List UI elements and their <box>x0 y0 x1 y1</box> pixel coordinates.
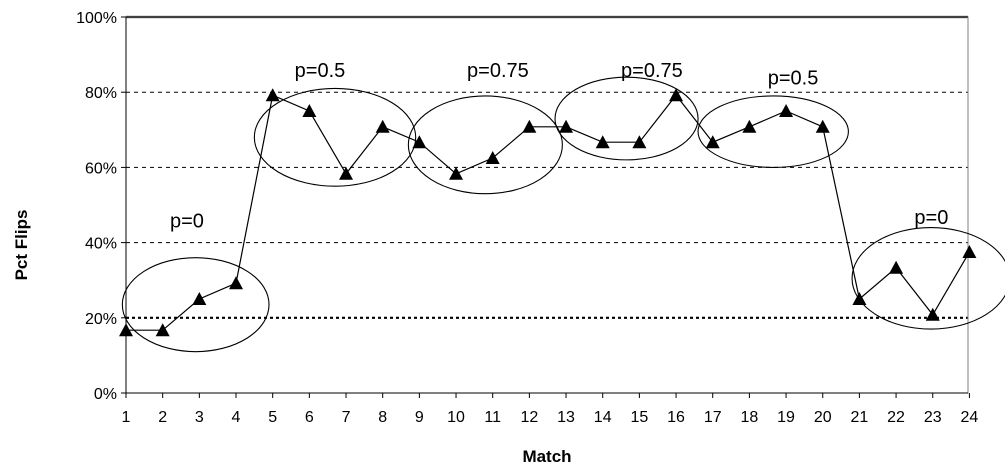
annotation-ellipses <box>121 76 1005 353</box>
data-point-marker <box>302 104 317 117</box>
group-label-6: p=0 <box>914 207 948 229</box>
group-label-5: p=0.5 <box>768 68 819 90</box>
plot-area-frame <box>125 16 969 394</box>
data-point-marker <box>925 307 940 321</box>
x-tick-label: 18 <box>740 409 758 426</box>
x-tick-label: 21 <box>851 409 869 426</box>
data-point-marker <box>669 88 684 102</box>
x-tick-label: 3 <box>195 409 204 426</box>
group-ellipse-2 <box>253 87 417 187</box>
data-point-marker <box>192 292 207 305</box>
x-tick-label: 13 <box>557 409 575 426</box>
data-point-marker <box>559 119 574 133</box>
group-ellipse-5 <box>697 95 849 168</box>
data-point-marker <box>449 166 464 180</box>
y-tick-label: 20% <box>85 311 117 328</box>
y-axis-title: Pct Flips <box>12 210 31 281</box>
data-point-marker <box>155 323 170 337</box>
gridlines <box>126 15 968 319</box>
data-point-marker <box>229 276 244 290</box>
x-tick-label: 14 <box>594 409 612 426</box>
series <box>119 88 977 337</box>
data-point-marker <box>412 135 427 149</box>
data-point-marker <box>742 119 757 133</box>
y-tick-label: 40% <box>85 236 117 253</box>
x-tick-label: 2 <box>158 409 167 426</box>
y-tick-label: 100% <box>76 10 117 27</box>
x-tick-label: 15 <box>630 409 648 426</box>
data-point-marker <box>962 245 977 258</box>
data-point-marker <box>119 323 133 337</box>
x-axis-title: Match <box>522 447 571 466</box>
x-tick-label: 6 <box>305 409 314 426</box>
x-tick-label: 20 <box>814 409 832 426</box>
data-point-marker <box>595 135 610 149</box>
x-tick-label: 17 <box>704 409 722 426</box>
data-point-marker <box>522 119 537 133</box>
x-tick-label: 9 <box>415 409 424 426</box>
series-line <box>126 94 970 331</box>
axes: 0%20%40%60%80%100%1 2 3 4 5 6 7 8 9 10 11 12 13 14 15 1… <box>76 10 978 426</box>
x-tick-label: 16 <box>667 409 685 426</box>
group-label-4: p=0.75 <box>621 60 683 82</box>
x-tick-label: 4 <box>232 409 241 426</box>
x-tick-label: 1 <box>122 409 131 426</box>
data-point-marker <box>265 88 280 102</box>
group-ellipse-6 <box>851 227 1005 330</box>
y-tick-label: 0% <box>94 386 117 403</box>
data-point-marker <box>705 135 720 149</box>
group-ellipse-4 <box>554 76 699 161</box>
x-tick-label: 12 <box>520 409 538 426</box>
y-tick-label: 80% <box>85 85 117 102</box>
x-tick-label: 23 <box>924 409 942 426</box>
group-label-2: p=0.5 <box>295 60 346 82</box>
group-ellipse-1 <box>121 257 270 353</box>
x-tick-label: 11 <box>484 409 501 426</box>
group-label-1: p=0 <box>170 211 204 233</box>
y-tick-label: 60% <box>85 160 117 177</box>
data-point-marker <box>485 151 500 164</box>
group-ellipse-3 <box>407 95 563 195</box>
x-tick-label: 10 <box>447 409 465 426</box>
data-point-marker <box>375 119 390 133</box>
data-point-marker <box>889 260 904 274</box>
x-tick-label: 7 <box>342 409 351 426</box>
data-point-marker <box>339 166 354 180</box>
x-tick-label: 22 <box>887 409 905 426</box>
x-tick-label: 24 <box>961 409 979 426</box>
data-point-marker <box>632 135 647 149</box>
x-tick-label: 19 <box>777 409 795 426</box>
x-tick-label: 8 <box>378 409 387 426</box>
labels: p=0 p=0.5 p=0.75 p=0.75 p=0.5 p=0 <box>170 60 948 232</box>
data-point-marker <box>779 104 794 117</box>
x-tick-label: 5 <box>268 409 277 426</box>
data-point-marker <box>852 292 867 305</box>
data-point-marker <box>815 119 830 133</box>
group-label-3: p=0.75 <box>467 60 529 82</box>
